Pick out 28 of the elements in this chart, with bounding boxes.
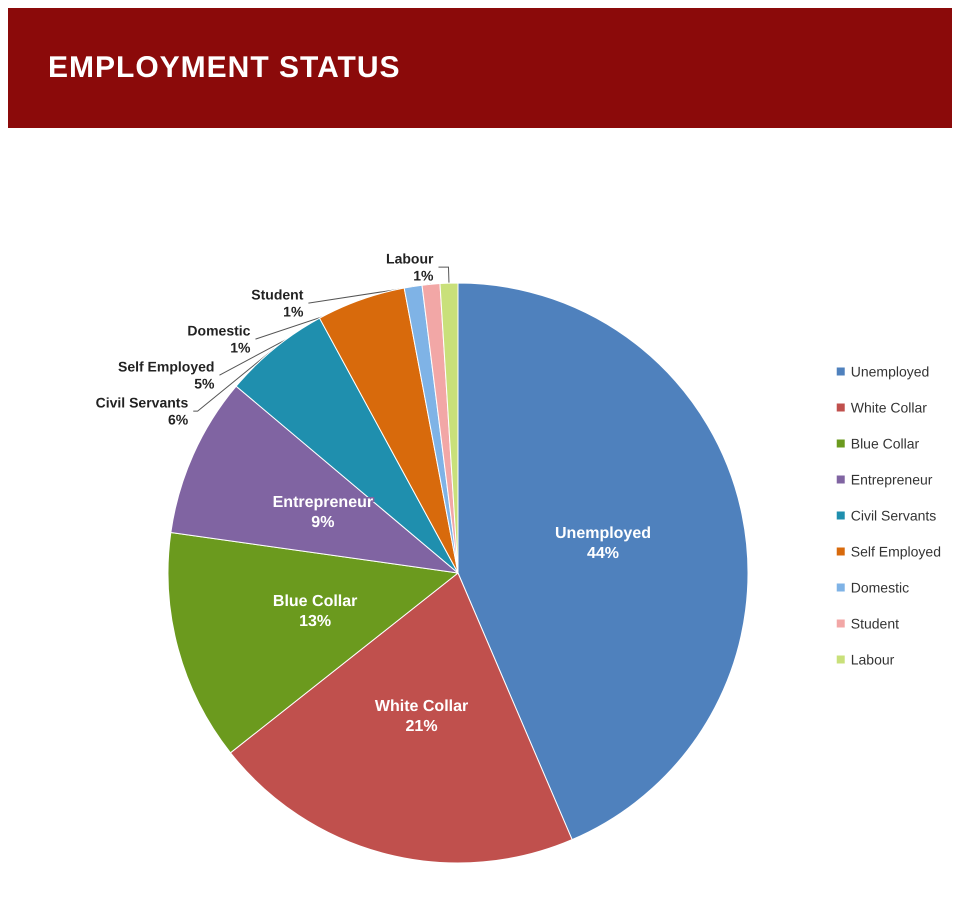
slice-label: Student (251, 286, 304, 303)
data-label: 13% (299, 613, 332, 630)
data-label: 1% (413, 268, 434, 284)
data-label: 5% (194, 376, 216, 392)
legend-label: White Collar (850, 400, 928, 416)
data-label: 9% (311, 514, 334, 532)
slice-label: Unemployed (554, 524, 651, 542)
slice-label: White Collar (374, 698, 468, 715)
legend-label: Labour (850, 652, 895, 668)
legend-label: Entrepreneur (850, 472, 933, 488)
legend-label: Civil Servants (850, 508, 936, 524)
data-label: 1% (230, 340, 252, 356)
slice-label: Labour (386, 250, 434, 267)
data-label: 1% (283, 304, 304, 320)
slice-label: Domestic (187, 322, 251, 339)
slice-label: Entrepreneur (272, 494, 374, 512)
slice-label: Self Employed (118, 358, 214, 375)
legend-label: Student (850, 616, 900, 632)
chart-title: EMPLOYMENT STATUS (48, 51, 401, 85)
slice-label: Blue Collar (272, 593, 358, 610)
data-label: 6% (168, 412, 189, 428)
data-label: 44% (586, 544, 619, 562)
legend-label: Blue Collar (850, 436, 920, 452)
data-label: 21% (406, 718, 438, 735)
legend-label: Self Employed (850, 544, 942, 560)
slice-label: Civil Servants (96, 394, 188, 411)
legend-label: Domestic (850, 580, 910, 596)
legend-label: Unemployed (850, 364, 930, 380)
